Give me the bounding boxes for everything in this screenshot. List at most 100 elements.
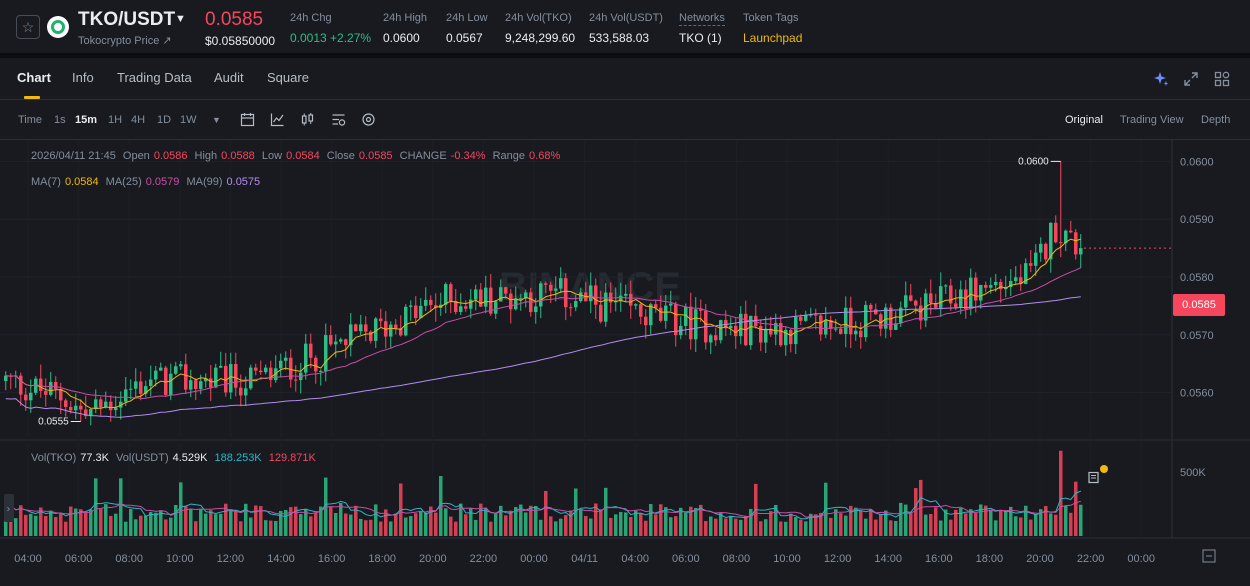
candle-body [69, 406, 73, 411]
candle-body [309, 343, 313, 358]
pair-name[interactable]: TKO/USDT [78, 9, 176, 30]
time-tick-label: 22:00 [1077, 553, 1105, 565]
candle-body [279, 360, 283, 369]
expand-icon[interactable] [1182, 70, 1200, 88]
target-icon[interactable] [360, 111, 376, 127]
tab-square[interactable]: Square [267, 70, 309, 85]
time-tick-label: 12:00 [217, 553, 245, 565]
volume-bar [469, 508, 473, 536]
candle-body [559, 278, 563, 289]
stat-networks[interactable]: Networks TKO (1) [679, 12, 725, 45]
ai-sparkle-icon[interactable] [1152, 70, 1170, 88]
timeframe-15m[interactable]: 15m [75, 114, 98, 126]
legend-ma25-label: MA(25) [105, 176, 142, 188]
volume-bar [84, 511, 88, 536]
candle-body [359, 324, 363, 332]
candle-body [139, 381, 143, 394]
candle-body [79, 405, 83, 410]
tab-chart[interactable]: Chart [17, 70, 51, 85]
time-tick-label: 22:00 [470, 553, 498, 565]
volume-bar [689, 506, 693, 536]
candle-body [104, 401, 108, 408]
candle-body [284, 357, 288, 361]
candle-body [29, 392, 33, 401]
timeframe-more-chevron-icon[interactable]: ▼ [212, 115, 221, 125]
candle-body [574, 301, 578, 308]
candle-body [249, 367, 253, 389]
stat-value: TKO (1) [679, 31, 722, 45]
candle-body [304, 343, 308, 373]
token-tag-launchpad[interactable]: Launchpad [743, 31, 803, 45]
candle-body [539, 283, 543, 307]
stat-24h-change: 24h Chg 0.0013 +2.27% [290, 12, 371, 45]
timeframe-1s[interactable]: 1s [54, 114, 66, 126]
candles-icon[interactable] [299, 111, 315, 127]
volume-bar [304, 508, 308, 536]
volume-legend: Vol(TKO) 77.3K Vol(USDT) 4.529K 188.253K 1… [31, 452, 320, 464]
candle-body [354, 324, 358, 332]
view-trading-view[interactable]: Trading View [1120, 114, 1184, 126]
volume-bar [619, 511, 623, 536]
candle-body [369, 331, 373, 341]
volume-bar [404, 517, 408, 536]
candlestick-chart[interactable]: BINANCE0.06000.05900.05800.05700.0560500… [0, 140, 1250, 586]
volume-bar [524, 512, 528, 536]
legend-vol-usdt: 4.529K [172, 452, 208, 464]
volume-bar [569, 510, 573, 536]
volume-bar [849, 505, 853, 536]
volume-bar [629, 516, 633, 536]
view-depth[interactable]: Depth [1201, 114, 1231, 126]
candle-body [1059, 242, 1063, 244]
coin-price-link[interactable]: Tokocrypto Price ↗ [78, 35, 172, 47]
timeframe-1d[interactable]: 1D [157, 114, 172, 126]
volume-bar [839, 513, 843, 536]
tab-trading-data[interactable]: Trading Data [117, 70, 192, 85]
volume-bar [329, 506, 333, 536]
timeframe-1w[interactable]: 1W [180, 114, 197, 126]
tab-audit[interactable]: Audit [214, 70, 244, 85]
layout-grid-icon[interactable] [1213, 70, 1231, 88]
tab-info[interactable]: Info [72, 70, 94, 85]
candle-body [674, 303, 678, 336]
candle-body [1054, 222, 1058, 243]
volume-bar [959, 508, 963, 536]
candle-body [499, 287, 503, 302]
volume-bar [299, 514, 303, 536]
view-original[interactable]: Original [1065, 114, 1103, 126]
indicator-settings-icon[interactable] [330, 111, 346, 127]
line-chart-icon[interactable] [269, 111, 285, 127]
volume-bar [284, 509, 288, 536]
price-tick-label: 0.0580 [1180, 272, 1214, 284]
timeframe-1h[interactable]: 1H [108, 114, 123, 126]
candle-body [1014, 277, 1018, 281]
stat-24h-low: 24h Low 0.0567 [446, 12, 488, 45]
candle-body [169, 373, 173, 396]
coin-logo [47, 16, 69, 38]
volume-bar [944, 509, 948, 536]
price-tick-label: 0.0560 [1180, 388, 1214, 400]
time-tick-label: 12:00 [824, 553, 852, 565]
candle-body [229, 364, 233, 393]
notes-icon[interactable] [1087, 471, 1101, 485]
legend-open-label: Open [122, 150, 150, 162]
stat-token-tags: Token Tags Launchpad [743, 12, 802, 45]
candle-body [339, 339, 343, 342]
candle-body [1069, 230, 1073, 233]
timeframe-4h[interactable]: 4H [131, 114, 146, 126]
ma99-line [5, 296, 1081, 418]
timeframe-time[interactable]: Time [18, 114, 43, 126]
candle-body [749, 315, 753, 346]
candle-body [619, 295, 623, 302]
volume-bar [269, 520, 273, 536]
volume-bar [889, 520, 893, 536]
candle-body [874, 309, 878, 315]
calendar-icon[interactable] [239, 111, 255, 127]
chart-area[interactable]: BINANCE 0.0600 0.0590 0.0580 0.0570 0.0560 500… [0, 140, 1250, 586]
chevron-down-icon[interactable]: ▼ [175, 13, 186, 25]
volume-bar [594, 503, 598, 536]
candle-body [549, 284, 553, 291]
candle-body [199, 381, 203, 389]
time-tick-label: 16:00 [318, 553, 346, 565]
candle-body [589, 285, 593, 302]
favorite-star-icon[interactable]: ☆ [16, 15, 40, 39]
